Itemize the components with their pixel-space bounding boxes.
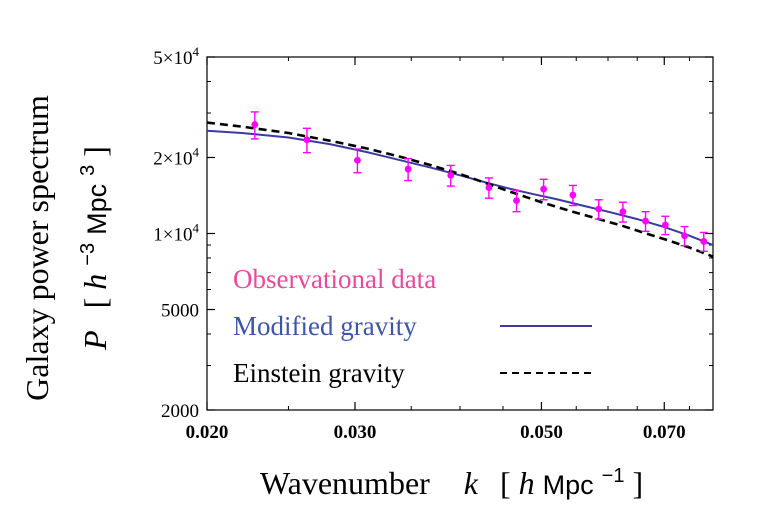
y-axis-unit-text: P [ h −3 Mpc 3 ] [65, 146, 113, 351]
data-point [512, 189, 521, 213]
x-axis-var: k [464, 465, 479, 501]
y-tick-label: 5000 [161, 301, 199, 322]
y-axis-unit: P [ h −3 Mpc 3 ] [65, 146, 113, 351]
y-tick-mantissa: 5×10 [153, 48, 192, 69]
y-tick-label: 2×104 [153, 144, 199, 169]
data-marker [485, 184, 493, 191]
data-marker [303, 136, 311, 144]
x-tick-label: 0.070 [643, 422, 686, 443]
y-axis-title: Galaxy power spectrum [19, 95, 55, 401]
y-axis-var: P [77, 330, 113, 351]
data-point [446, 164, 455, 187]
data-point [353, 148, 362, 174]
data-marker [619, 208, 627, 216]
data-point [539, 178, 548, 201]
data-marker [354, 156, 361, 164]
data-marker [569, 191, 577, 199]
data-marker [251, 121, 259, 128]
x-axis-main: Wavenumber [260, 465, 430, 501]
x-tick-label: 0.020 [186, 422, 229, 443]
y-axis-unit-h-exp: −3 [77, 243, 99, 266]
y-tick-mantissa: 2×10 [153, 148, 192, 169]
y-tick-exponent: 4 [193, 221, 200, 236]
x-tick-label: 0.030 [334, 422, 377, 443]
y-axis-unit-mpc-exp: 3 [77, 165, 99, 176]
data-marker [513, 197, 520, 204]
data-point [302, 127, 311, 154]
y-axis-unit-open: [ [77, 298, 113, 309]
y-tick-mantissa: 1×10 [153, 225, 192, 246]
y-axis-unit-close: ] [77, 146, 113, 157]
data-marker [447, 171, 455, 179]
data-point [250, 111, 259, 140]
legend-label-observational-data: Observational data [233, 264, 436, 294]
x-axis-unit-close: ] [632, 465, 643, 501]
data-marker [700, 238, 708, 245]
data-point [680, 225, 689, 247]
data-point [618, 201, 627, 223]
data-marker [595, 205, 603, 213]
x-axis-unit-exp: −1 [602, 465, 625, 487]
data-marker [404, 165, 412, 173]
data-point [568, 184, 577, 207]
y-tick-exponent: 4 [193, 44, 200, 59]
data-point [661, 215, 670, 236]
y-axis-unit-mpc: Mpc [82, 184, 112, 235]
data-point [484, 177, 493, 199]
einstein-gravity-line [207, 121, 713, 258]
modified-gravity-line [207, 129, 713, 247]
data-point [404, 157, 413, 182]
y-tick-label: 5×104 [153, 44, 199, 69]
data-marker [661, 221, 669, 229]
y-tick-label: 1×104 [153, 221, 199, 246]
x-axis-title: Wavenumber k [ h Mpc −1 ] [260, 453, 643, 501]
legend: Observational data Modified gravity Einste… [233, 264, 592, 388]
series [207, 111, 713, 258]
y-axis-unit-h: h [77, 274, 113, 290]
data-marker [642, 217, 649, 225]
x-axis-unit-mpc: Mpc [543, 470, 594, 500]
data-point [594, 199, 603, 220]
x-axis-unit-h: h [519, 465, 535, 501]
y-axis-title-line1: Galaxy power spectrum [19, 95, 55, 401]
data-marker [540, 185, 548, 193]
legend-label-einstein-gravity: Einstein gravity [233, 358, 405, 388]
axes: 0.020 0.030 0.050 0.070200050001×1042×1045×… [153, 44, 714, 443]
x-tick-label: 0.050 [520, 422, 563, 443]
data-marker [681, 232, 688, 240]
y-tick-exponent: 4 [193, 144, 200, 159]
x-axis-unit-open: [ [500, 465, 511, 501]
y-tick-label: 2000 [161, 401, 199, 422]
legend-label-modified-gravity: Modified gravity [233, 311, 417, 341]
data-point [641, 210, 650, 233]
data-point [699, 231, 708, 253]
